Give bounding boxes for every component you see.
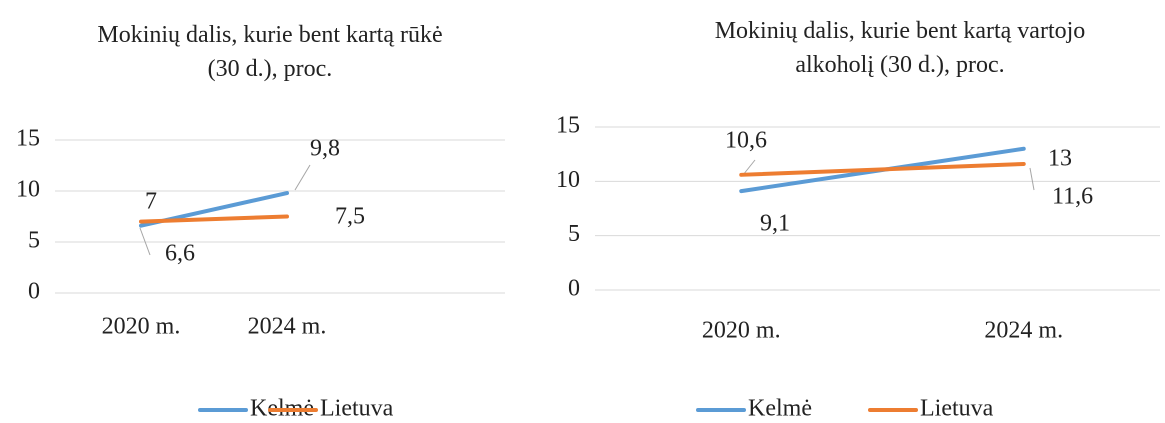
series-line [139,214,289,224]
x-tick-label: 2020 m. [102,314,181,340]
chart-title: Mokinių dalis, kurie bent kartą vartojo … [714,18,1086,78]
y-tick-label: 10 [556,167,580,193]
legend-label: Kelmė [748,396,812,422]
data-label: 7,5 [335,204,365,230]
y-tick-label: 15 [556,113,580,139]
data-label: 11,6 [1052,184,1093,210]
y-tick-label: 5 [28,228,40,254]
data-label: 10,6 [725,128,767,154]
chart-title: Mokinių dalis, kurie bent kartą rūkė (30… [97,22,443,82]
y-tick-label: 5 [568,221,580,247]
data-label: 9,8 [310,136,340,162]
x-tick-label: 2024 m. [248,314,327,340]
series-line [739,161,1026,177]
x-tick-label: 2024 m. [984,318,1063,344]
y-tick-label: 15 [16,126,40,152]
leader-line [742,159,756,176]
leader-line [139,227,151,256]
leader-line [294,164,311,191]
data-label: 6,6 [165,241,195,267]
data-label: 9,1 [760,211,790,237]
y-tick-label: 10 [16,177,40,203]
data-label: 7 [145,189,157,215]
data-label: 13 [1048,146,1072,172]
leader-line [1029,167,1035,191]
legend-label: Lietuva [320,396,394,422]
y-tick-label: 0 [568,276,580,302]
x-tick-label: 2020 m. [702,318,781,344]
y-tick-label: 0 [28,279,40,305]
legend-label: Lietuva [920,396,994,422]
